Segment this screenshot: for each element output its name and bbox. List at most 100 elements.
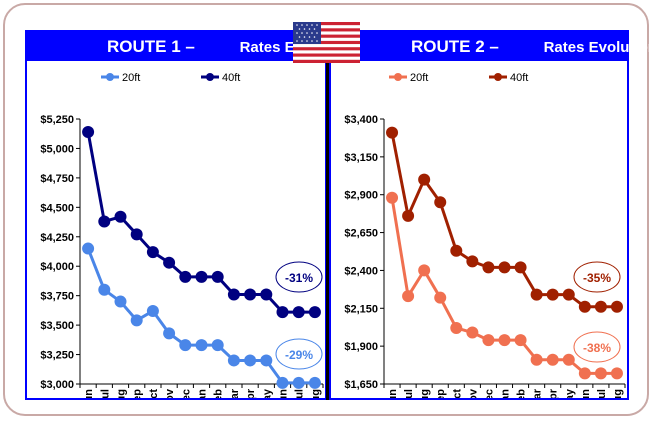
- data-point: [98, 283, 111, 296]
- legend-label: 40ft: [510, 72, 528, 84]
- data-point: [179, 270, 192, 283]
- data-point: [594, 300, 607, 313]
- y-tick-label: $2,650: [344, 228, 378, 240]
- x-tick-label: Apr: [245, 388, 257, 398]
- data-point: [562, 353, 575, 366]
- route2-panel: ROUTE 2 – Rates Evolution $1,650 $1,900 $2…: [329, 30, 655, 400]
- change-label: -29%: [285, 348, 313, 362]
- data-point: [514, 334, 527, 347]
- y-tick-label: $2,900: [344, 190, 378, 202]
- x-tick-label: Jun: [278, 389, 290, 398]
- data-point: [82, 125, 95, 138]
- route2-title-main: ROUTE 2 –: [411, 36, 504, 56]
- x-tick-label: Jun: [83, 389, 95, 398]
- y-tick-label: $5,000: [40, 143, 74, 155]
- data-point: [195, 270, 208, 283]
- x-tick-label: Jul: [403, 389, 415, 398]
- route2-chart: $1,650 $1,900 $2,150 $2,400 $2,650 $2,900 $3,1…: [344, 72, 626, 398]
- data-point: [195, 339, 208, 352]
- data-point: [578, 300, 591, 313]
- data-point: [562, 288, 575, 301]
- data-point: [482, 334, 495, 347]
- data-point: [146, 304, 159, 317]
- data-point: [114, 210, 127, 223]
- data-point: [578, 367, 591, 380]
- y-tick-label: $1,650: [344, 379, 378, 391]
- data-point: [530, 288, 543, 301]
- change-label: -38%: [583, 341, 611, 355]
- y-tick-label: $4,250: [40, 232, 74, 244]
- x-tick-label: Dec: [483, 389, 495, 398]
- change-callout: [275, 338, 323, 370]
- data-point: [82, 242, 95, 255]
- data-point: [308, 306, 321, 319]
- change-label: -35%: [583, 271, 611, 285]
- legend-label: 40ft: [222, 72, 240, 84]
- x-tick-label: Apr: [548, 388, 560, 398]
- x-tick-label: Nov: [164, 388, 176, 398]
- legend-marker: [206, 73, 214, 81]
- data-point: [466, 255, 479, 268]
- y-tick-label: $4,750: [40, 173, 74, 185]
- x-tick-label: Jan: [500, 389, 512, 398]
- legend-marker: [494, 73, 502, 81]
- x-tick-label: Mar: [229, 388, 241, 398]
- legend-label: 20ft: [122, 72, 140, 84]
- x-tick-label: Jul: [99, 389, 111, 398]
- data-point: [163, 256, 176, 269]
- change-label: -31%: [285, 271, 313, 285]
- data-point: [610, 300, 623, 313]
- route2-title-bar: ROUTE 2 – Rates Evolution: [331, 32, 655, 61]
- data-point: [546, 353, 559, 366]
- data-point: [434, 196, 447, 209]
- x-tick-label: Aug: [310, 389, 322, 398]
- data-point: [434, 291, 447, 304]
- data-point: [402, 209, 415, 222]
- route1-chart: $3,000 $3,250 $3,500 $3,750 $4,000 $4,250 $4,5…: [40, 72, 324, 398]
- data-point: [402, 290, 415, 303]
- y-tick-label: $3,250: [40, 350, 74, 362]
- data-point: [498, 334, 511, 347]
- data-point: [546, 288, 559, 301]
- data-point: [227, 354, 240, 367]
- data-point: [244, 354, 257, 367]
- y-tick-label: $5,250: [40, 114, 74, 126]
- data-point: [227, 288, 240, 301]
- x-tick-label: Jan: [197, 389, 209, 398]
- x-tick-label: May: [261, 388, 273, 398]
- x-tick-label: Jun: [387, 389, 399, 398]
- x-tick-label: Jul: [596, 389, 608, 398]
- us-flag-icon: [293, 22, 360, 63]
- data-point: [418, 173, 431, 186]
- y-tick-label: $4,500: [40, 202, 74, 214]
- data-point: [130, 314, 143, 327]
- x-tick-label: Mar: [532, 388, 544, 398]
- y-tick-label: $3,150: [344, 152, 378, 164]
- route1-title-bar: ROUTE 1 – Rates Evolution: [27, 32, 353, 61]
- legend-label: 20ft: [410, 72, 428, 84]
- route1-title-main: ROUTE 1 –: [107, 36, 200, 56]
- x-tick-label: Jul: [294, 389, 306, 398]
- data-point: [292, 376, 305, 389]
- change-callout: [573, 261, 621, 293]
- change-callout: [275, 261, 323, 293]
- x-tick-label: Jun: [580, 389, 592, 398]
- y-tick-label: $3,750: [40, 291, 74, 303]
- data-point: [130, 228, 143, 241]
- data-point: [260, 288, 273, 301]
- y-tick-label: $4,000: [40, 261, 74, 273]
- x-tick-label: Sep: [132, 389, 144, 398]
- data-point: [211, 339, 224, 352]
- x-tick-label: Aug: [612, 389, 624, 398]
- x-tick-label: Feb: [213, 389, 225, 398]
- data-point: [179, 339, 192, 352]
- data-point: [418, 264, 431, 277]
- data-point: [386, 126, 399, 139]
- panel-divider: [326, 30, 329, 400]
- data-point: [530, 353, 543, 366]
- data-point: [114, 295, 127, 308]
- y-tick-label: $2,400: [344, 265, 378, 277]
- legend-marker: [394, 73, 402, 81]
- y-tick-label: $3,500: [40, 320, 74, 332]
- y-tick-label: $3,000: [40, 379, 74, 391]
